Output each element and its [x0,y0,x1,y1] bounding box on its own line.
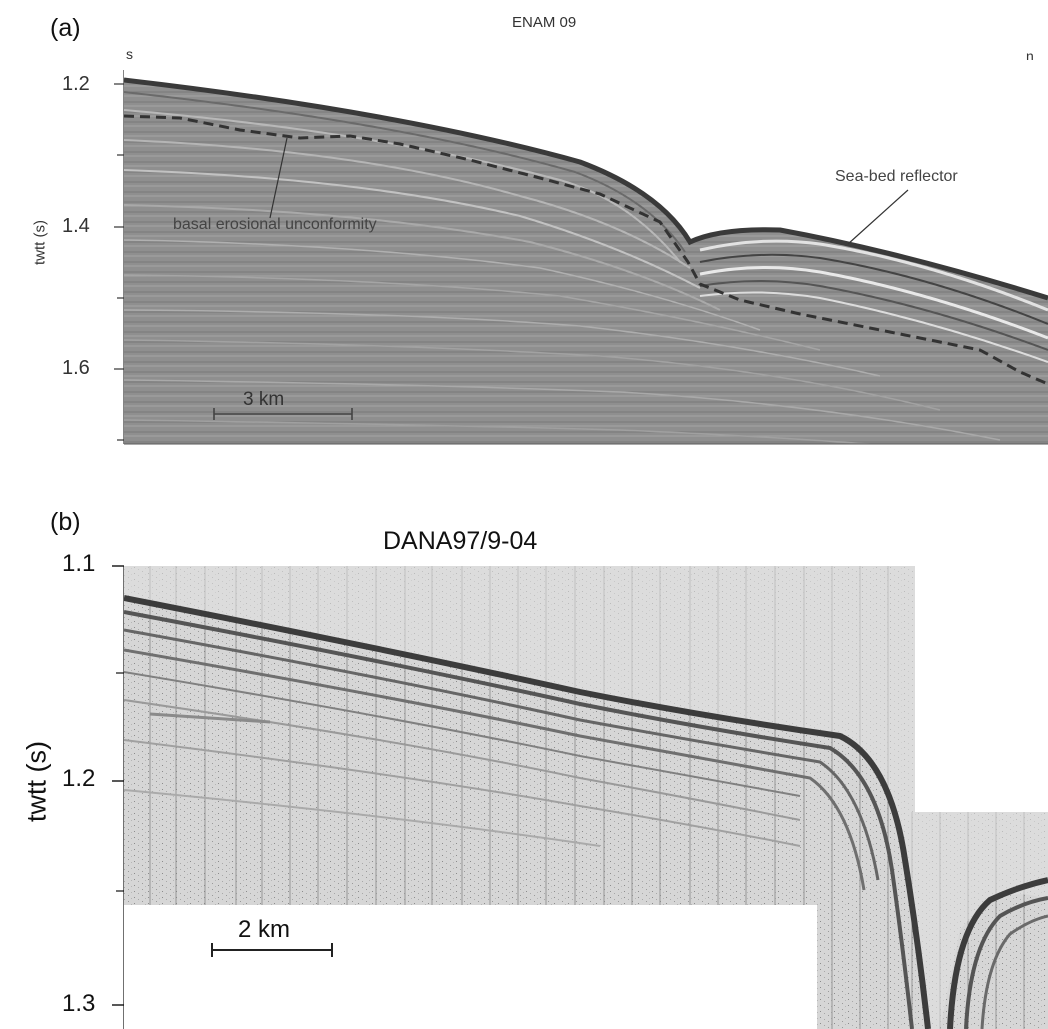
panel-b-ytick: 1.2 [62,765,96,792]
panel-a-seismic-section [124,60,1048,444]
panel-b-ytick: 1.1 [62,550,96,577]
unconformity-label: basal erosional unconformity [173,216,377,233]
panel-a-y-axis [114,70,125,444]
seabed-leader-line [847,189,909,245]
panel-a-title: ENAM 09 [512,14,577,31]
unconformity-leader-line [269,137,288,219]
panel-b-y-axis-label: twtt (s) [21,741,52,822]
panel-a-ytick: 1.6 [62,357,90,379]
panel-b-title: DANA97/9-04 [383,527,538,555]
panel-b-label: (b) [50,508,81,536]
panel-b-scale-bar-label: 2 km [238,916,291,943]
seabed-reflector-label: Sea-bed reflector [835,168,958,185]
panel-b-scale-bar [211,943,333,957]
panel-a-direction-south: s [126,46,133,62]
panel-a-ytick: 1.4 [62,215,90,237]
panel-a-ytick: 1.2 [62,73,90,95]
panel-a-scale-bar-label: 3 km [243,389,285,410]
panel-a-scale-bar [213,408,353,420]
panel-b-ytick: 1.3 [62,990,96,1017]
panel-b-y-axis [112,565,125,1029]
panel-a-label: (a) [50,14,81,42]
panel-a-direction-north: n [1026,48,1034,64]
